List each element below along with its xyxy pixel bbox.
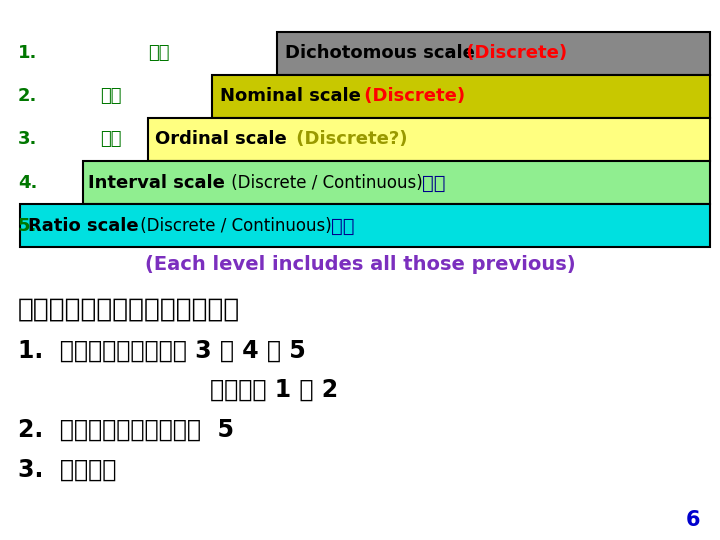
Text: (Discrete): (Discrete) <box>460 44 567 62</box>
Text: 名義: 名義 <box>100 87 122 105</box>
Text: (Each level includes all those previous): (Each level includes all those previous) <box>145 255 575 274</box>
Text: 3.: 3. <box>18 130 37 148</box>
Text: (Discrete / Continuous): (Discrete / Continuous) <box>226 174 428 192</box>
Text: ＜不可＞ 1 － 2: ＜不可＞ 1 － 2 <box>210 378 338 402</box>
Text: 2.  有無絕對零點：＜有＞  5: 2. 有無絕對零點：＜有＞ 5 <box>18 418 234 442</box>
Text: 5.: 5. <box>18 217 37 235</box>
Text: 6: 6 <box>685 510 700 530</box>
Bar <box>277 32 710 75</box>
Text: (Discrete): (Discrete) <box>358 87 465 105</box>
Text: Nominal scale: Nominal scale <box>220 87 361 105</box>
Text: Ratio scale: Ratio scale <box>28 217 139 235</box>
Text: 2.: 2. <box>18 87 37 105</box>
Text: Dichotomous scale: Dichotomous scale <box>285 44 475 62</box>
Text: 等距: 等距 <box>422 173 446 192</box>
Text: Ordinal scale: Ordinal scale <box>155 130 287 148</box>
Text: 1.: 1. <box>18 44 37 62</box>
Text: (Discrete / Continuous): (Discrete / Continuous) <box>135 217 337 235</box>
Text: 等比: 等比 <box>331 217 354 235</box>
Bar <box>148 118 710 161</box>
Text: 4.: 4. <box>18 174 37 192</box>
Text: 二分: 二分 <box>148 44 169 62</box>
Text: 1.  能否比大小：＜可＞ 3 － 4 － 5: 1. 能否比大小：＜可＞ 3 － 4 － 5 <box>18 339 306 363</box>
Text: 研究變項測量尺度的判斷原則～: 研究變項測量尺度的判斷原則～ <box>18 297 240 323</box>
Text: 次序: 次序 <box>100 130 122 148</box>
Text: Interval scale: Interval scale <box>88 174 225 192</box>
Bar <box>212 75 710 118</box>
Text: (Discrete?): (Discrete?) <box>290 130 408 148</box>
Bar <box>83 161 710 204</box>
Text: 3.  是否等距: 3. 是否等距 <box>18 458 117 482</box>
Bar <box>20 204 710 247</box>
